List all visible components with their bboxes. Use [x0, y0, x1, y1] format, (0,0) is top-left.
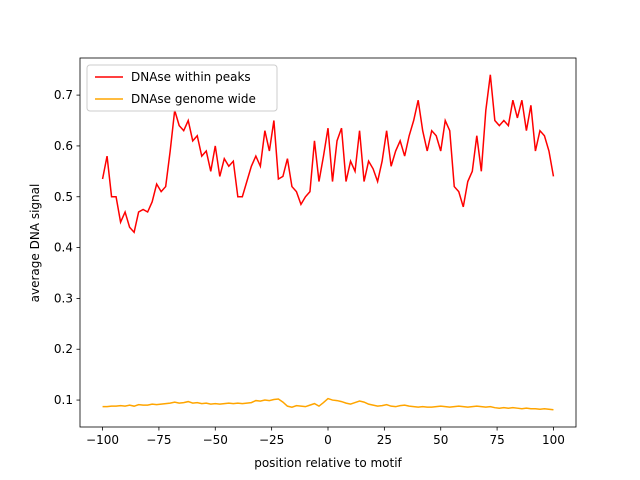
legend-label: DNAse within peaks: [131, 70, 251, 84]
x-tick-label: 75: [489, 433, 504, 447]
y-tick-label: 0.6: [54, 139, 73, 153]
x-tick-label: −50: [203, 433, 228, 447]
data-line: [101, 74, 555, 234]
axes-frame: [79, 57, 577, 428]
legend-label: DNAse genome wide: [131, 92, 256, 106]
y-tick-label: 0.3: [54, 291, 73, 305]
x-tick-label: 25: [377, 433, 392, 447]
data-line: [102, 397, 554, 411]
x-tick-label: −75: [146, 433, 171, 447]
x-axis-label: position relative to motif: [254, 456, 402, 470]
x-tick-label: 0: [324, 433, 332, 447]
y-tick-label: 0.7: [54, 88, 73, 102]
x-tick-label: −25: [259, 433, 284, 447]
y-tick-label: 0.1: [54, 393, 73, 407]
y-tick-label: 0.4: [54, 241, 73, 255]
legend-box: [86, 64, 278, 112]
y-tick-label: 0.5: [54, 190, 73, 204]
x-tick-label: −100: [86, 433, 119, 447]
x-tick-label: 50: [433, 433, 448, 447]
y-tick-label: 0.2: [54, 342, 73, 356]
x-tick-label: 100: [542, 433, 565, 447]
y-axis-label: average DNA signal: [28, 184, 42, 303]
